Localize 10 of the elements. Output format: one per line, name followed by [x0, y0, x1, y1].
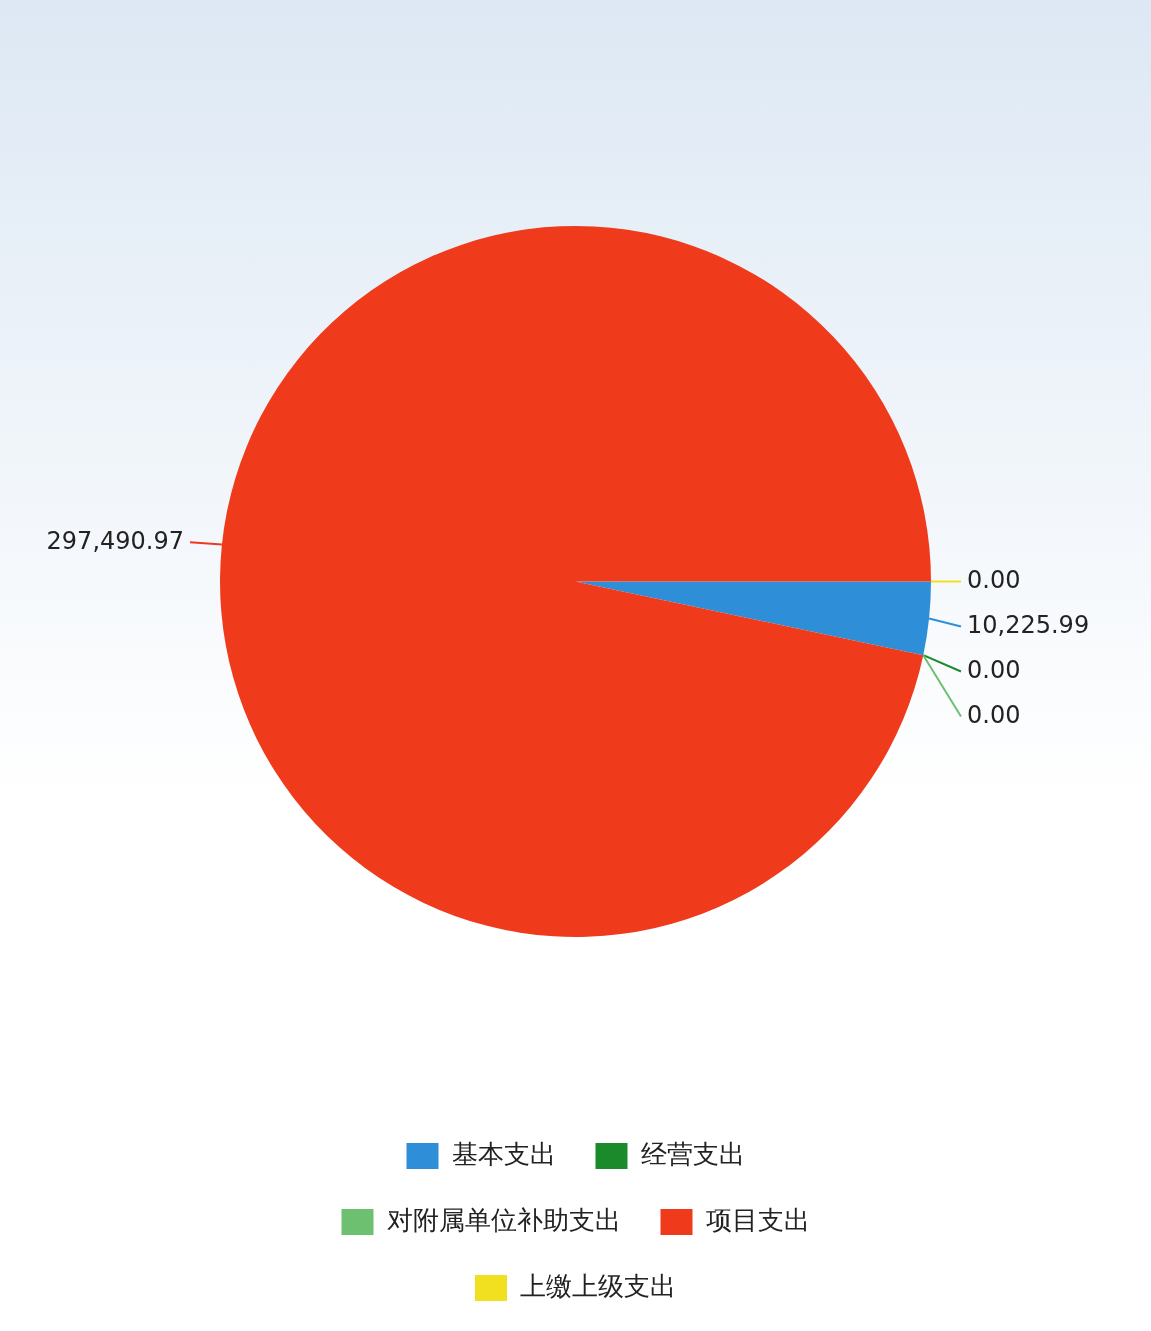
data-label: 297,490.97 — [46, 526, 184, 555]
legend-label: 经营支出 — [640, 1138, 745, 1169]
legend-label: 项目支出 — [705, 1204, 810, 1235]
text: 0.00 — [967, 700, 1021, 729]
legend-label: 对附属单位补助支出 — [386, 1204, 621, 1235]
text: 0.00 — [967, 565, 1021, 594]
text: 0.00 — [967, 655, 1021, 684]
data-label: 10,225.99 — [967, 610, 1090, 639]
legend-label: 基本支出 — [451, 1138, 556, 1169]
legend-label: 上缴上级支出 — [520, 1270, 676, 1301]
